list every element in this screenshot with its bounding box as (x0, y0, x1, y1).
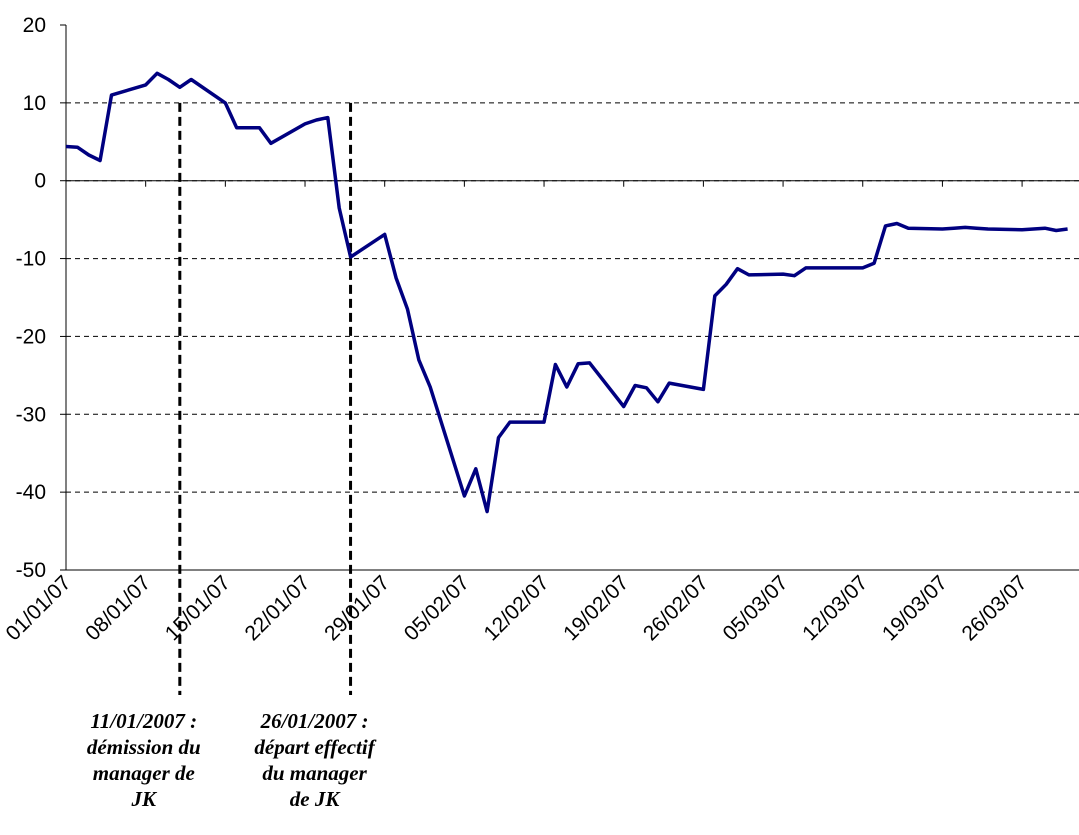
x-tick-label: 01/01/07 (1, 571, 75, 645)
x-tick-label: 15/01/07 (161, 571, 235, 645)
y-tick-label: 10 (23, 92, 46, 115)
x-tick-label: 12/03/07 (798, 571, 872, 645)
x-tick-label: 26/02/07 (639, 571, 713, 645)
annotation: du manager (262, 761, 367, 785)
annotation: manager de (93, 761, 195, 785)
y-tick-label: -10 (16, 248, 46, 271)
annotation: 26/01/2007 : (260, 709, 369, 733)
y-tick-label: 0 (34, 170, 46, 193)
x-tick-label: 05/02/07 (400, 571, 474, 645)
annotation: départ effectif (254, 735, 376, 759)
data-line (65, 71, 1068, 514)
annotation: JK (131, 787, 159, 811)
y-tick-label: -50 (16, 559, 46, 582)
x-tick-label: 08/01/07 (81, 571, 155, 645)
annotation: de JK (290, 787, 342, 811)
x-tick-label: 26/03/07 (958, 571, 1032, 645)
y-tick-label: -30 (16, 403, 46, 426)
annotation: démission du (87, 735, 201, 759)
x-tick-label: 12/02/07 (480, 571, 554, 645)
x-tick-label: 19/02/07 (559, 571, 633, 645)
x-tick-label: 29/01/07 (320, 571, 394, 645)
y-tick-label: -20 (16, 325, 46, 348)
annotation: 11/01/2007 : (90, 709, 197, 733)
x-tick-label: 22/01/07 (240, 571, 314, 645)
x-tick-label: 05/03/07 (719, 571, 793, 645)
y-tick-label: -40 (16, 481, 46, 504)
x-tick-label: 19/03/07 (878, 571, 952, 645)
y-tick-label: 20 (23, 14, 46, 37)
